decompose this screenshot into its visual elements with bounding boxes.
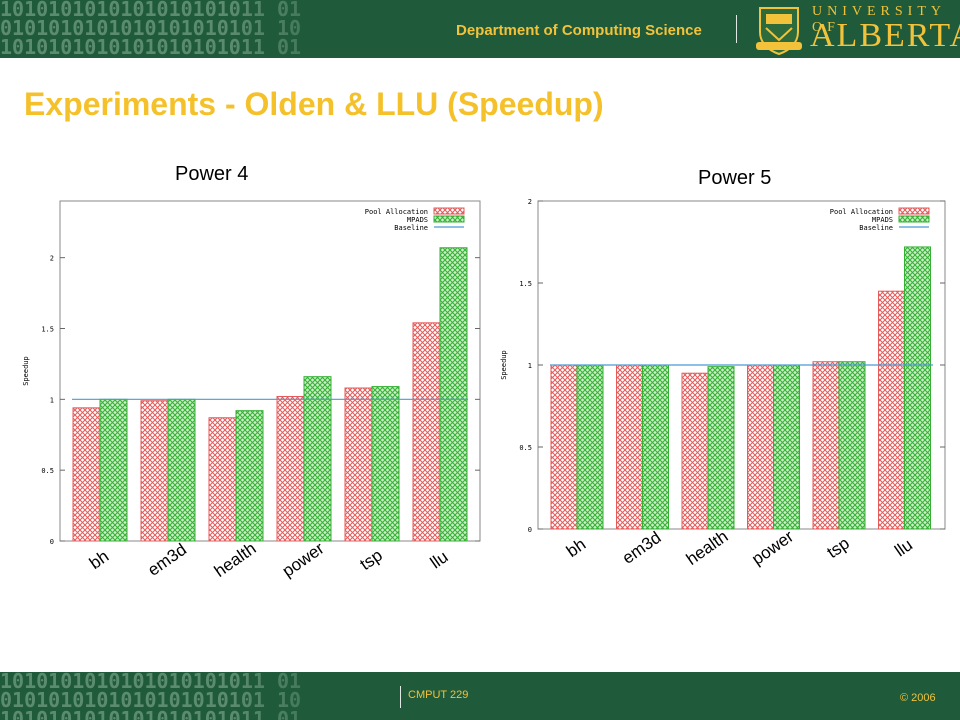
bar-pool-allocation-health [208,417,237,542]
chart-2: 0 0.5 1 1.5 2 Speedup bh em3d health power tsp llu P… [500,198,946,569]
bar-mpads-health [707,366,735,530]
x-category-label: bh [86,547,112,573]
x-category-label: tsp [356,545,385,574]
y-tick-label: 1.5 [519,280,532,288]
bar-pool-allocation-bh [72,407,101,542]
x-category-label: health [211,539,260,581]
bar-mpads-llu [904,246,931,530]
y-tick-label: 0 [50,538,54,546]
bar-pool-allocation-em3d [616,364,643,530]
university-name: ALBERTA [810,17,960,54]
x-category-label: llu [891,535,916,560]
legend-swatch [433,215,465,223]
y-tick-label: 1 [50,396,54,404]
bar-mpads-tsp [838,361,866,530]
bar-mpads-bh [576,364,604,530]
slide-title: Experiments - Olden & LLU (Speedup) [24,86,604,122]
y-tick-label: 1 [528,362,532,370]
university-crest-icon [756,7,802,56]
legend-swatch [898,207,930,215]
footer-divider [400,686,401,708]
y-tick-label: 0.5 [41,467,54,475]
header-divider [736,15,737,43]
bar-pool-allocation-tsp [344,387,373,542]
legend-label: Pool Allocation [830,208,893,216]
x-category-label: em3d [144,540,190,580]
x-category-label: em3d [619,528,665,568]
bar-mpads-llu [439,247,468,542]
x-category-label: llu [427,547,452,572]
y-tick-label: 0.5 [519,444,532,452]
y-tick-label: 2 [528,198,532,206]
bar-pool-allocation-power [747,364,774,530]
bar-pool-allocation-llu [412,322,441,542]
x-category-label: power [279,539,328,581]
bar-mpads-tsp [371,386,400,542]
bar-pool-allocation-em3d [140,400,169,542]
y-tick-label: 1.5 [41,326,54,334]
plot-frame [59,200,481,542]
header-band: 1010101010101010101011 01 01010101010101… [0,0,960,58]
binary-pattern-decoration: 1010101010101010101011 01 01010101010101… [0,0,302,58]
bar-mpads-em3d [167,398,196,542]
y-tick-label: 0 [528,526,532,534]
x-category-label: health [683,527,732,569]
x-category-label: bh [563,535,589,561]
bar-mpads-health [235,410,264,542]
legend-swatch [433,207,465,215]
legend-label: Baseline [859,224,893,232]
bar-mpads-power [303,376,332,542]
x-category-label: tsp [823,533,852,562]
binary-pattern-decoration: 1010101010101010101011 01 01010101010101… [0,672,302,720]
y-axis-label: Speedup [22,356,30,386]
chart-2-heading: Power 5 [698,167,772,189]
y-axis-label: Speedup [500,350,508,380]
x-category-label: power [748,527,797,569]
legend-label: MPADS [407,216,428,224]
legend-label: Pool Allocation [365,208,428,216]
copyright: © 2006 [900,692,936,704]
bar-mpads-bh [99,398,128,542]
bar-mpads-power [773,364,800,530]
bar-mpads-em3d [642,364,669,530]
chart-1: 0 0.5 1 1.5 2 Speedup bh em3d health power tsp llu P… [22,200,481,581]
legend-label: Baseline [394,224,428,232]
bar-pool-allocation-tsp [812,361,840,530]
university-label-top: UNIVERSITY OF [812,4,946,35]
bar-pool-allocation-bh [550,364,578,530]
y-tick-label: 2 [50,255,54,263]
chart-1-heading: Power 4 [175,163,249,185]
department-name: Department of Computing Science [456,22,702,39]
legend-swatch [898,215,930,223]
bar-pool-allocation-llu [878,290,905,530]
bar-pool-allocation-power [276,396,305,542]
bar-pool-allocation-health [681,372,709,530]
legend-label: MPADS [872,216,893,224]
footer-band: 1010101010101010101011 01 01010101010101… [0,672,960,720]
course-code: CMPUT 229 [408,689,469,701]
